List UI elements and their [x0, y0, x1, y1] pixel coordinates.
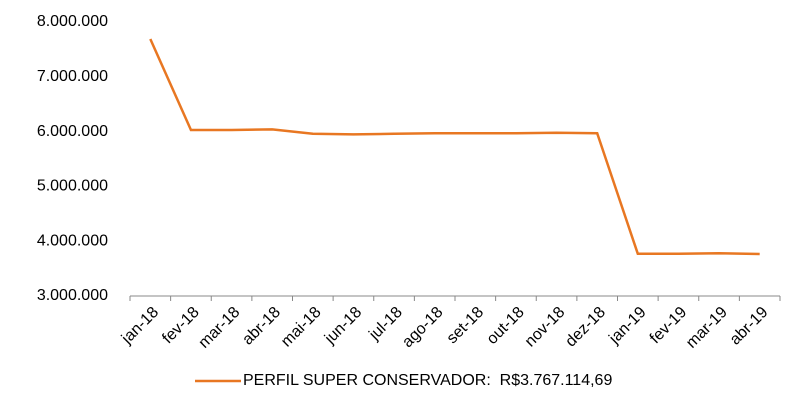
y-tick-label: 7.000.000 [37, 68, 108, 85]
x-tick-label: jan-19 [605, 304, 649, 348]
x-tick-label: out-18 [484, 304, 528, 348]
x-tick-label: set-18 [444, 304, 488, 348]
x-tick-label: ago-18 [399, 304, 446, 351]
y-tick-label: 4.000.000 [37, 232, 108, 249]
x-tick-label: jan-18 [118, 304, 162, 348]
x-tick-label: mar-19 [683, 304, 731, 352]
x-tick-label: abr-18 [239, 304, 284, 349]
y-tick-label: 3.000.000 [37, 287, 108, 304]
x-tick-label: mar-18 [196, 304, 244, 352]
x-tick-label: mai-18 [278, 304, 325, 351]
legend-label: PERFIL SUPER CONSERVADOR: R$3.767.114,69 [243, 372, 612, 389]
y-tick-label: 6.000.000 [37, 123, 108, 140]
x-tick-label: jun-18 [321, 304, 365, 348]
x-tick-label: dez-18 [562, 304, 609, 351]
x-tick-label: abr-19 [727, 304, 772, 349]
y-tick-label: 8.000.000 [37, 13, 108, 30]
series-line [149, 38, 760, 256]
x-tick-label: nov-18 [522, 304, 569, 351]
y-tick-label: 5.000.000 [37, 178, 108, 195]
